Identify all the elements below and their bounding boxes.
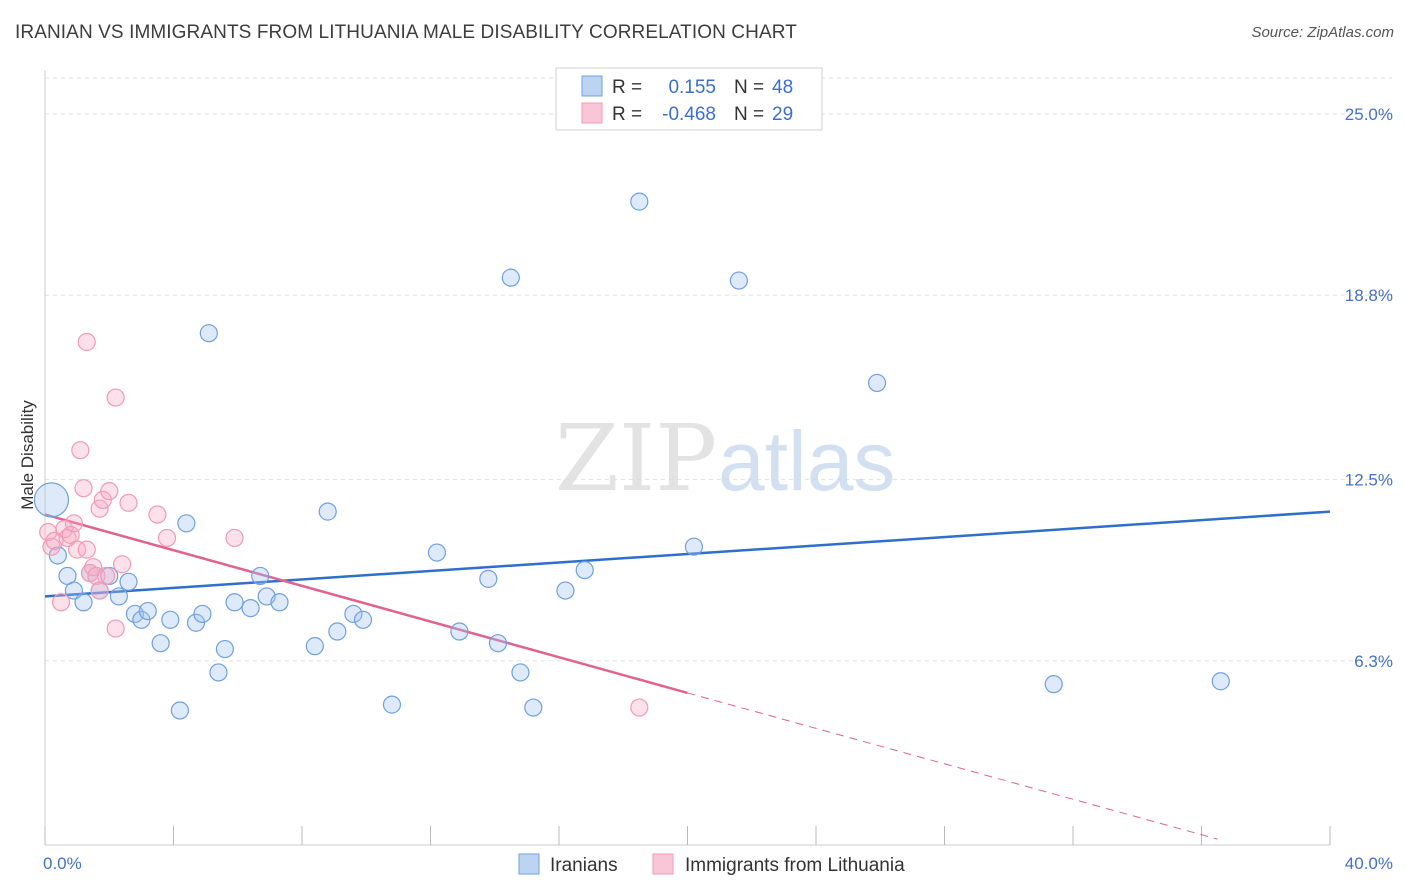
series-legend: Iranians Immigrants from Lithuania xyxy=(518,853,905,876)
legend-swatch-iranians xyxy=(581,75,603,97)
point-iranians xyxy=(511,663,530,682)
point-lithuania xyxy=(225,528,244,548)
point-iranians xyxy=(501,268,520,287)
point-iranians xyxy=(630,192,649,211)
point-iranians xyxy=(328,622,347,641)
point-iranians xyxy=(177,514,196,533)
point-iranians xyxy=(305,637,324,656)
point-iranians xyxy=(270,593,289,612)
watermark-atlas: atlas xyxy=(718,414,895,508)
x-tick-label: 0.0% xyxy=(43,854,82,873)
point-lithuania xyxy=(100,482,119,501)
y-tick-label: 6.3% xyxy=(1354,652,1393,671)
point-iranians xyxy=(138,601,157,621)
point-lithuania xyxy=(157,528,177,548)
legend-r-label-1: R = xyxy=(612,77,642,98)
legend-n-value-1: 48 xyxy=(772,77,793,98)
grid-lines xyxy=(45,77,1392,662)
legend-r-value-1: 0.155 xyxy=(668,77,716,98)
trend-line-lithuania xyxy=(44,513,688,695)
point-iranians xyxy=(556,581,575,600)
point-lithuania xyxy=(68,540,87,559)
tick-labels: 6.3% 12.5% 18.8% 25.0% 0.0% 40.0% xyxy=(43,105,1393,873)
point-iranians xyxy=(161,610,180,629)
point-lithuania xyxy=(119,493,138,512)
trend-line-lithuania-extension xyxy=(687,692,1218,840)
point-iranians xyxy=(684,537,704,556)
point-iranians xyxy=(729,271,749,290)
point-iranians xyxy=(344,604,363,624)
point-iranians xyxy=(64,581,84,600)
point-lithuania xyxy=(87,566,106,586)
point-lithuania xyxy=(77,332,96,352)
point-iranians xyxy=(225,593,244,612)
trend-lines xyxy=(44,510,1331,840)
point-lithuania xyxy=(64,514,84,533)
point-iranians xyxy=(119,572,138,591)
legend-swatch-lithuania xyxy=(581,102,603,124)
watermark: ZIP atlas xyxy=(555,405,895,512)
point-iranians xyxy=(199,324,218,343)
point-lithuania xyxy=(51,593,71,612)
legend-n-label-2: N = xyxy=(734,104,764,125)
point-lithuania xyxy=(106,388,125,407)
point-iranians xyxy=(524,698,543,717)
point-iranians xyxy=(251,566,270,586)
point-iranians xyxy=(479,569,498,588)
point-iranians xyxy=(488,634,508,653)
legend-r-value-2: -0.468 xyxy=(662,104,716,125)
legend-r-label-2: R = xyxy=(612,104,642,125)
point-iranians xyxy=(74,593,93,612)
point-iranians xyxy=(215,639,234,659)
point-iranians xyxy=(450,622,469,641)
stats-legend: R = 0.155 N = 48 R = -0.468 N = 29 xyxy=(555,67,823,131)
point-iranians xyxy=(209,663,228,682)
point-lithuania xyxy=(42,537,61,556)
point-lithuania xyxy=(77,540,96,559)
point-iranians xyxy=(427,543,447,562)
axes xyxy=(44,70,1331,846)
series-legend-swatch-iranians xyxy=(518,853,540,875)
point-iranians xyxy=(318,502,337,521)
point-iranians xyxy=(575,560,594,580)
legend-n-value-2: 29 xyxy=(772,104,793,125)
point-iranians xyxy=(241,599,260,618)
point-lithuania xyxy=(96,566,116,586)
series-legend-swatch-lithuania xyxy=(652,853,674,875)
y-axis-title: Male Disability xyxy=(18,400,37,510)
point-iranians xyxy=(109,587,128,606)
y-tick-label: 12.5% xyxy=(1345,470,1393,489)
chart-title: IRANIAN VS IMMIGRANTS FROM LITHUANIA MAL… xyxy=(15,22,797,43)
trend-line-iranians xyxy=(44,510,1331,598)
data-points xyxy=(33,192,1230,720)
x-tick-label: 40.0% xyxy=(1345,854,1393,873)
point-iranians xyxy=(1044,675,1063,694)
point-iranians xyxy=(33,482,70,518)
source-label: Source: ZipAtlas.com xyxy=(1251,24,1394,41)
point-lithuania xyxy=(112,555,132,574)
point-iranians xyxy=(867,373,887,393)
point-lithuania xyxy=(71,441,90,460)
point-iranians xyxy=(382,695,402,714)
point-iranians xyxy=(151,634,170,653)
point-iranians xyxy=(353,610,373,629)
point-lithuania xyxy=(74,479,93,498)
y-tick-label: 18.8% xyxy=(1345,286,1393,305)
point-lithuania xyxy=(106,619,125,638)
point-iranians xyxy=(170,701,190,720)
series-legend-iranians: Iranians xyxy=(550,855,618,876)
y-tick-label: 25.0% xyxy=(1345,105,1393,124)
watermark-zip: ZIP xyxy=(555,405,717,512)
point-lithuania xyxy=(630,698,649,717)
point-lithuania xyxy=(148,505,167,524)
series-legend-lithuania: Immigrants from Lithuania xyxy=(685,855,905,876)
point-iranians xyxy=(1211,672,1230,691)
legend-n-label-1: N = xyxy=(734,77,764,98)
point-iranians xyxy=(193,604,212,624)
